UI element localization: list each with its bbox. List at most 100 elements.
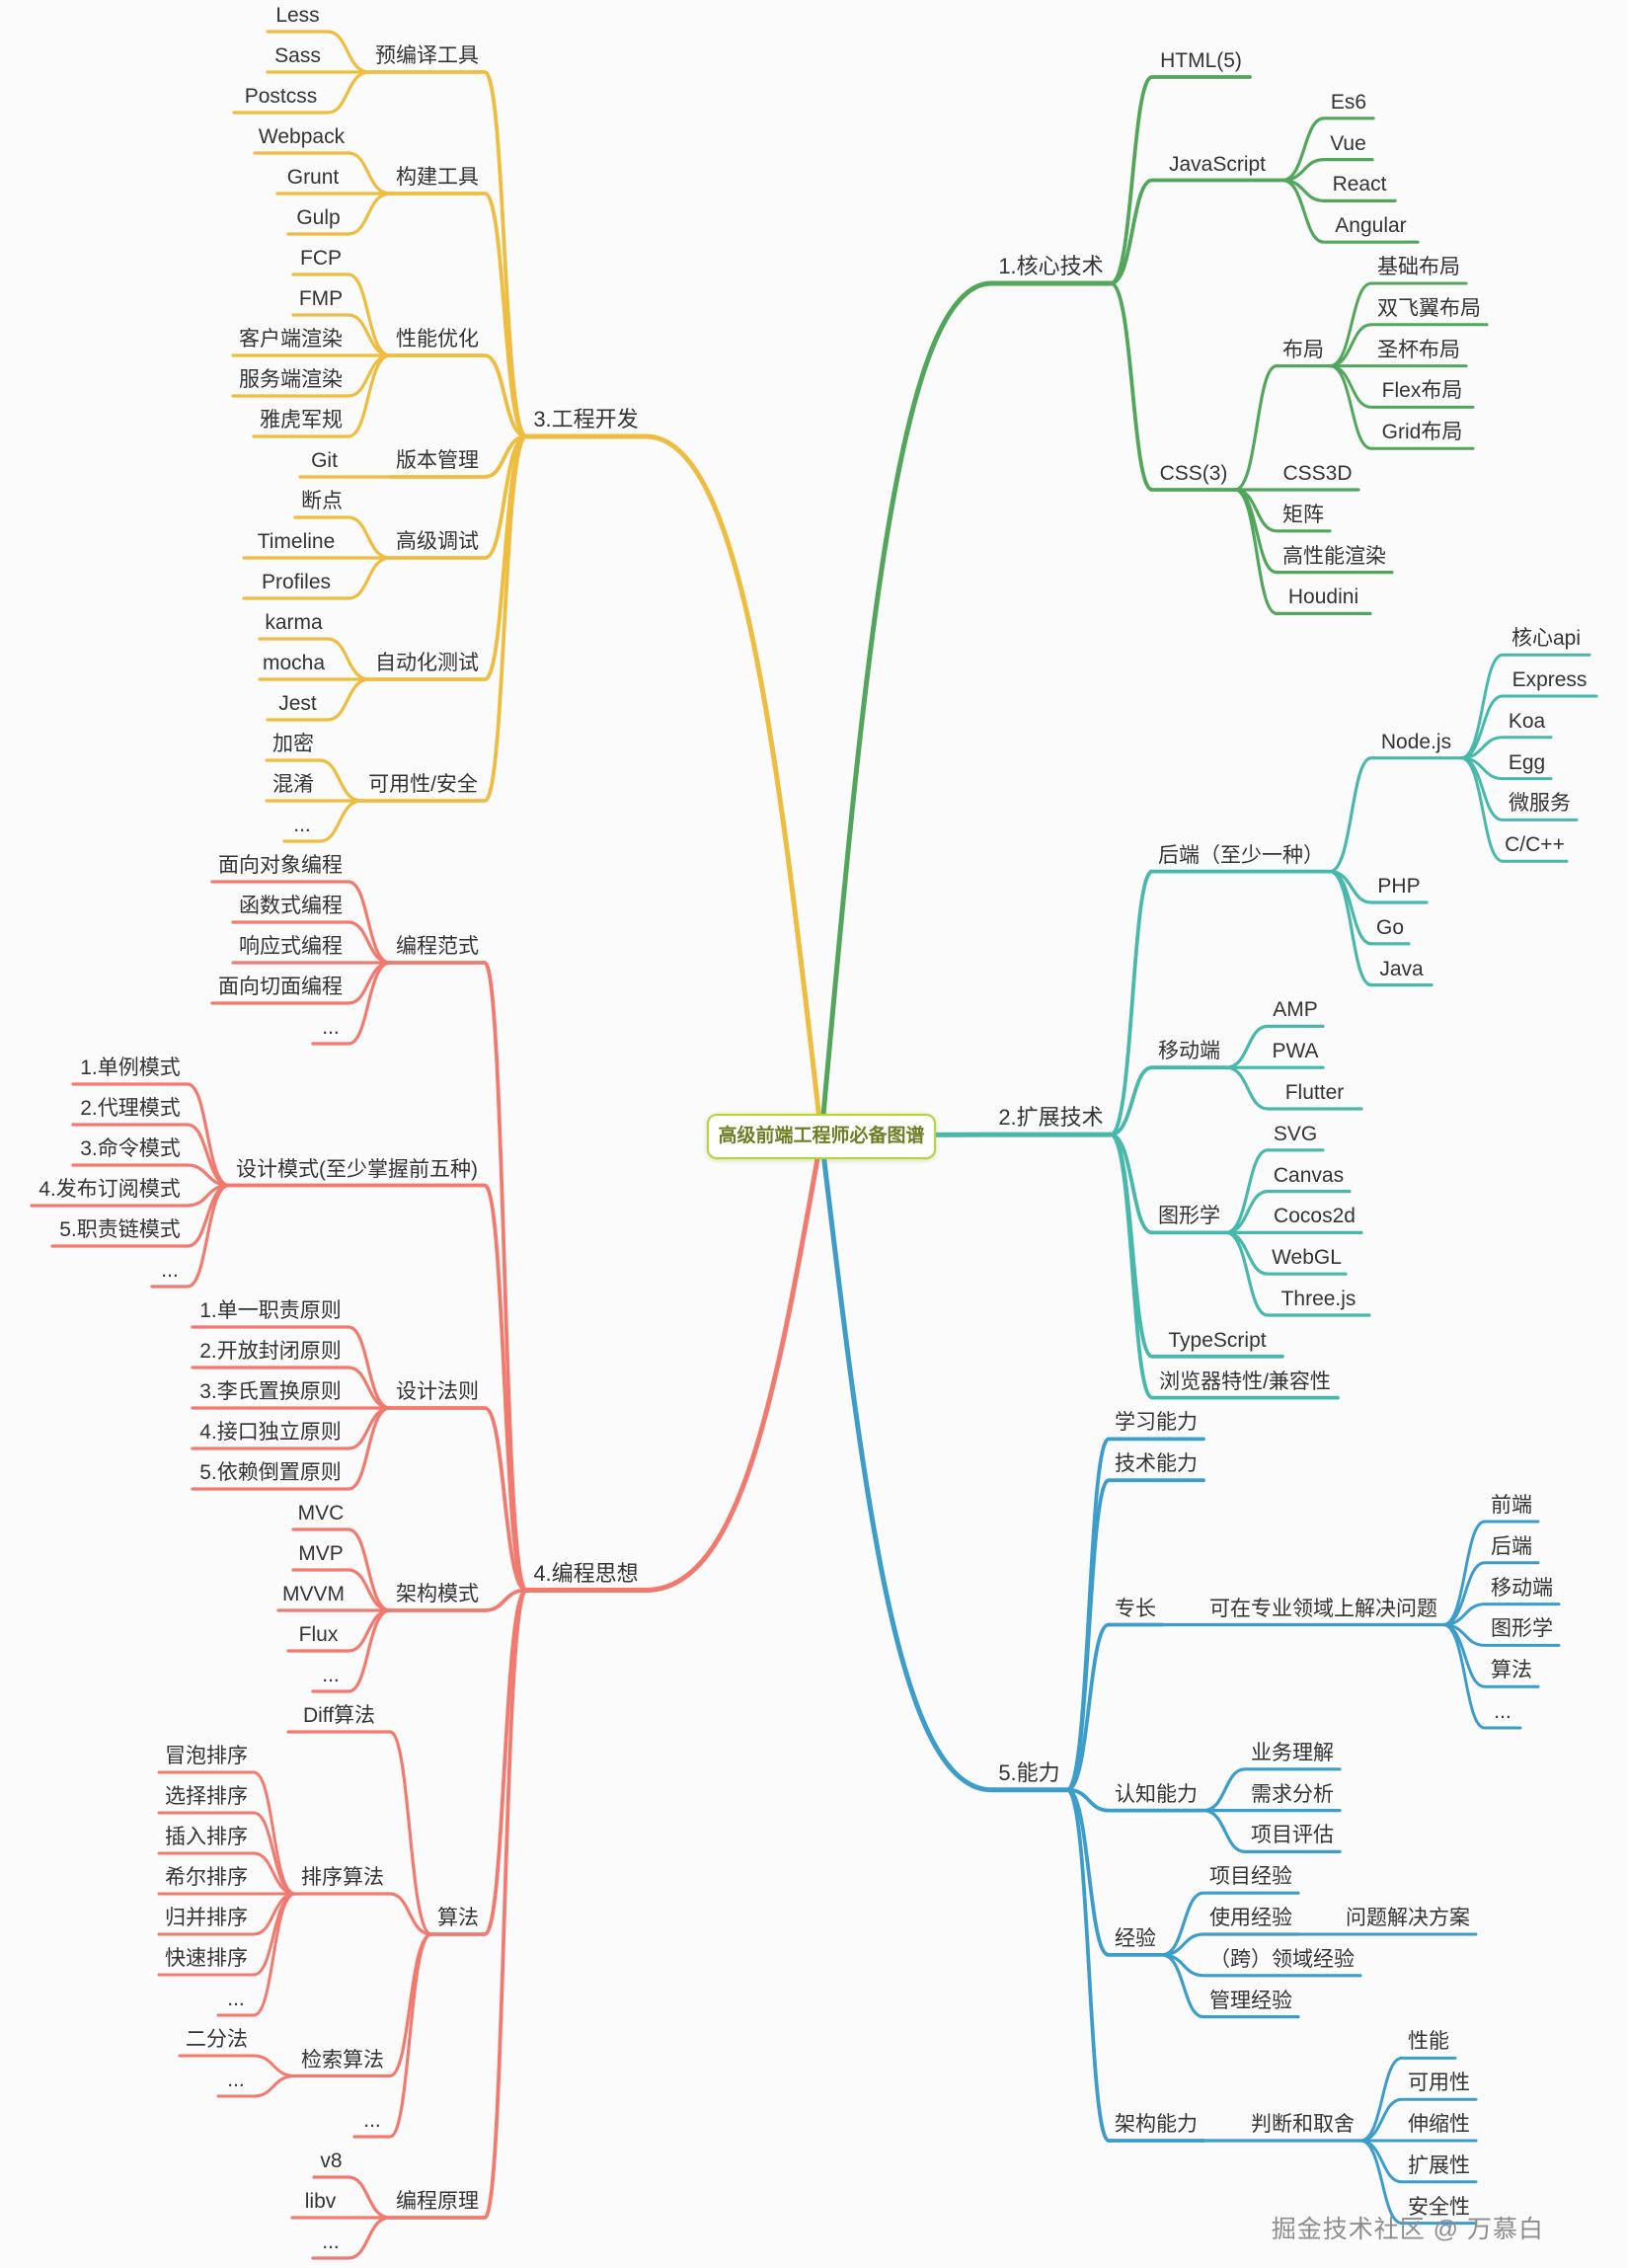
mindmap-node[interactable]: ... xyxy=(322,2230,340,2253)
mindmap-node[interactable]: 项目经验 xyxy=(1209,1865,1292,1889)
mindmap-node[interactable]: 学习能力 xyxy=(1115,1411,1198,1435)
mindmap-node[interactable]: 项目评估 xyxy=(1251,1824,1334,1847)
mindmap-node[interactable]: 5.能力 xyxy=(998,1760,1060,1785)
mindmap-node[interactable]: PHP xyxy=(1377,875,1421,898)
mindmap-node[interactable]: 编程原理 xyxy=(396,2190,479,2213)
mindmap-node[interactable]: C/C++ xyxy=(1505,833,1565,857)
mindmap-node[interactable]: 面向切面编程 xyxy=(218,976,343,998)
mindmap-node[interactable]: 归并排序 xyxy=(165,1907,248,1929)
mindmap-node[interactable]: AMP xyxy=(1273,998,1318,1022)
mindmap-node[interactable]: 预编译工具 xyxy=(375,44,479,67)
mindmap-node[interactable]: 管理经验 xyxy=(1209,1989,1292,2012)
mindmap-node[interactable]: ... xyxy=(293,814,311,836)
mindmap-node[interactable]: 希尔排序 xyxy=(165,1866,248,1889)
mindmap-node[interactable]: 浏览器特性/兼容性 xyxy=(1159,1369,1331,1393)
mindmap-node[interactable]: 断点 xyxy=(301,490,343,512)
mindmap-node[interactable]: 基础布局 xyxy=(1377,256,1460,278)
mindmap-node[interactable]: MVP xyxy=(298,1542,344,1565)
mindmap-node[interactable]: 后端 xyxy=(1491,1534,1532,1558)
mindmap-node[interactable]: 架构能力 xyxy=(1115,2113,1198,2136)
mindmap-node[interactable]: 选择排序 xyxy=(165,1785,248,1808)
mindmap-node[interactable]: 可在专业领域上解决问题 xyxy=(1209,1597,1437,1620)
mindmap-node[interactable]: ... xyxy=(1494,1700,1511,1723)
mindmap-node[interactable]: 安全性 xyxy=(1408,2195,1470,2219)
mindmap-node[interactable]: 设计模式(至少掌握前五种) xyxy=(236,1157,478,1181)
mindmap-node[interactable]: Cocos2d xyxy=(1274,1205,1356,1228)
mindmap-node[interactable]: Vue xyxy=(1330,131,1366,155)
mindmap-node[interactable]: libv xyxy=(304,2190,337,2213)
mindmap-node[interactable]: 高性能渲染 xyxy=(1282,544,1386,568)
mindmap-node[interactable]: 性能 xyxy=(1408,2030,1449,2054)
mindmap-node[interactable]: 可用性/安全 xyxy=(368,773,478,796)
mindmap-node[interactable]: 图形学 xyxy=(1491,1617,1553,1641)
mindmap-node[interactable]: 2.扩展技术 xyxy=(998,1105,1104,1131)
mindmap-node[interactable]: 需求分析 xyxy=(1251,1782,1334,1806)
mindmap-node[interactable]: 插入排序 xyxy=(165,1826,248,1848)
mindmap-node[interactable]: 4.编程思想 xyxy=(533,1560,639,1586)
mindmap-node[interactable]: Flutter xyxy=(1284,1081,1345,1104)
mindmap-node[interactable]: 版本管理 xyxy=(396,449,479,472)
mindmap-node[interactable]: 技术能力 xyxy=(1115,1452,1198,1476)
mindmap-node[interactable]: Express xyxy=(1511,668,1588,691)
mindmap-node[interactable]: 客户端渲染 xyxy=(239,328,343,351)
mindmap-node[interactable]: 冒泡排序 xyxy=(165,1745,248,1767)
mindmap-node[interactable]: ... xyxy=(363,2109,381,2132)
mindmap-node[interactable]: 可用性 xyxy=(1408,2072,1470,2095)
mindmap-node[interactable]: Es6 xyxy=(1330,90,1367,114)
mindmap-node[interactable]: 2.代理模式 xyxy=(80,1097,181,1120)
mindmap-node[interactable]: 函数式编程 xyxy=(239,895,343,917)
mindmap-node[interactable]: 1.核心技术 xyxy=(998,254,1104,278)
mindmap-node[interactable]: 加密 xyxy=(272,733,314,755)
mindmap-node[interactable]: 算法 xyxy=(437,1907,479,1929)
mindmap-node[interactable]: v8 xyxy=(320,2150,343,2172)
mindmap-node[interactable]: ... xyxy=(322,1664,340,1686)
mindmap-node[interactable]: FMP xyxy=(298,287,344,310)
mindmap-node[interactable]: 2.开放封闭原则 xyxy=(199,1340,342,1363)
mindmap-node[interactable]: Grunt xyxy=(286,166,340,189)
mindmap-node[interactable]: 认知能力 xyxy=(1115,1782,1198,1806)
mindmap-node[interactable]: TypeScript xyxy=(1168,1328,1267,1352)
mindmap-node[interactable]: Sass xyxy=(274,44,321,67)
mindmap-node[interactable]: 服务端渲染 xyxy=(239,368,343,391)
mindmap-node[interactable]: 二分法 xyxy=(186,2028,248,2051)
mindmap-node[interactable]: mocha xyxy=(262,652,326,674)
mindmap-node[interactable]: SVG xyxy=(1273,1122,1318,1145)
mindmap-node[interactable]: 双飞翼布局 xyxy=(1377,296,1481,320)
mindmap-node[interactable]: JavaScript xyxy=(1168,152,1267,176)
mindmap-node[interactable]: 1.单例模式 xyxy=(80,1056,181,1079)
mindmap-node[interactable]: 高级调试 xyxy=(396,530,479,553)
mindmap-node[interactable]: 5.职责链模式 xyxy=(59,1218,181,1241)
mindmap-node[interactable]: 响应式编程 xyxy=(239,935,343,958)
mindmap-node[interactable]: 图形学 xyxy=(1158,1205,1220,1228)
mindmap-node[interactable]: 算法 xyxy=(1491,1659,1532,1682)
mindmap-node[interactable]: FCP xyxy=(300,247,342,270)
mindmap-node[interactable]: 性能优化 xyxy=(396,328,479,351)
mindmap-node[interactable]: Less xyxy=(275,4,320,27)
mindmap-node[interactable]: Diff算法 xyxy=(302,1704,376,1727)
mindmap-node[interactable]: 布局 xyxy=(1282,338,1324,361)
mindmap-node[interactable]: 面向对象编程 xyxy=(218,854,343,877)
mindmap-node[interactable]: 后端（至少一种） xyxy=(1158,843,1324,867)
mindmap-node[interactable]: ... xyxy=(322,1016,340,1039)
mindmap-node[interactable]: ... xyxy=(227,2069,245,2091)
mindmap-node[interactable]: 设计法则 xyxy=(396,1380,479,1403)
mindmap-node[interactable]: Node.js xyxy=(1380,730,1452,753)
mindmap-node[interactable]: Flex布局 xyxy=(1381,379,1463,403)
mindmap-node[interactable]: WebGL xyxy=(1272,1246,1342,1270)
mindmap-node[interactable]: CSS(3) xyxy=(1159,462,1228,485)
mindmap-node[interactable]: 移动端 xyxy=(1158,1040,1220,1063)
mindmap-node[interactable]: Git xyxy=(311,449,338,472)
mindmap-node[interactable]: 微服务 xyxy=(1509,792,1571,816)
mindmap-node[interactable]: MVC xyxy=(297,1502,345,1525)
mindmap-node[interactable]: 混淆 xyxy=(272,773,314,796)
mindmap-node[interactable]: Java xyxy=(1379,957,1424,980)
mindmap-node[interactable]: ... xyxy=(161,1259,179,1282)
mindmap-node[interactable]: 使用经验 xyxy=(1209,1907,1292,1929)
mindmap-node[interactable]: Webpack xyxy=(258,125,346,148)
mindmap-node[interactable]: 构建工具 xyxy=(396,166,479,189)
mindmap-node[interactable]: Jest xyxy=(278,692,317,715)
mindmap-node[interactable]: 问题解决方案 xyxy=(1346,1907,1470,1929)
mindmap-node[interactable]: 排序算法 xyxy=(301,1866,384,1889)
mindmap-node[interactable]: 5.依赖倒置原则 xyxy=(199,1461,342,1484)
mindmap-node[interactable]: HTML(5) xyxy=(1160,49,1242,72)
